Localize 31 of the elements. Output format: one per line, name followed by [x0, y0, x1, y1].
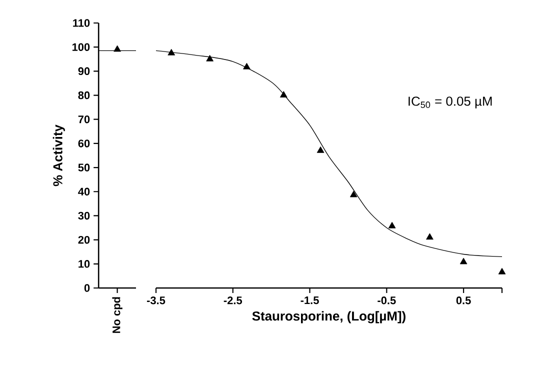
y-axis-title: % Activity [52, 124, 65, 186]
point [388, 222, 396, 228]
y-tick-label: 30 [78, 212, 90, 220]
y-tick-label: 90 [78, 67, 90, 76]
point [243, 62, 250, 70]
x-axis-title: Staurosporine, (Log[µM]) [252, 311, 406, 324]
y-tick-label: 100 [72, 43, 90, 51]
y-tick-label: 40 [78, 188, 90, 196]
x-tick-label: 0.5 [456, 296, 471, 304]
y-tick-label: 110 [73, 19, 90, 27]
point [350, 190, 358, 198]
y-tick-label: 10 [78, 260, 90, 268]
point [460, 258, 468, 264]
point [206, 54, 214, 62]
annotation: IC$_{50}$ = 0.05 µM [408, 96, 492, 108]
y-tick-label: 50 [78, 164, 90, 172]
y-tick-label: 60 [78, 140, 90, 148]
y-tick-label: 80 [78, 91, 90, 100]
point [426, 233, 434, 240]
x-tick-label: -2.5 [224, 296, 242, 304]
point [498, 268, 506, 274]
point [316, 146, 324, 153]
x-tick-label: No cpd [112, 297, 122, 333]
y-tick-label: 70 [78, 115, 90, 124]
x-tick-label: -3.5 [146, 296, 166, 304]
y-tick-label: 0 [84, 284, 90, 292]
x-tick-label: -0.5 [378, 296, 396, 304]
x-tick-label: -1.5 [300, 296, 319, 304]
point [280, 91, 288, 98]
y-tick-label: 20 [78, 236, 90, 244]
point [168, 48, 176, 56]
